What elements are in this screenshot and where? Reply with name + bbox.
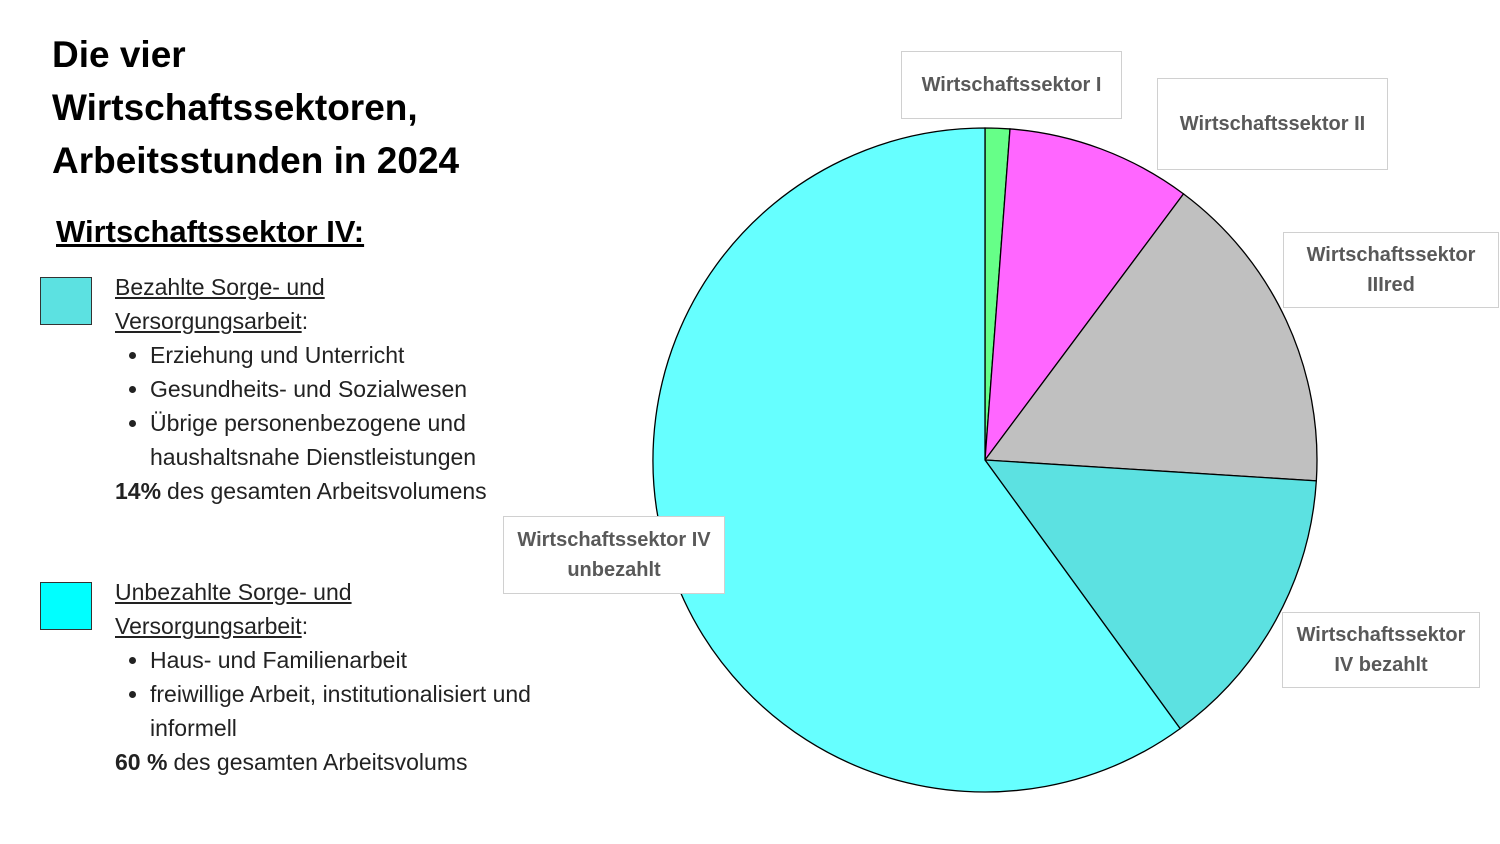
- share-text: des gesamten Arbeitsvolums: [173, 749, 468, 775]
- slice-label: Wirtschaftssektor II: [1157, 78, 1388, 170]
- chart-title: Die vier Wirtschaftssektoren, Arbeitsstu…: [52, 34, 460, 181]
- list-item: Erziehung und Unterricht: [150, 338, 550, 372]
- share-text: des gesamten Arbeitsvolumens: [167, 478, 487, 504]
- slice-label: Wirtschaftssektor IV unbezahlt: [503, 516, 725, 594]
- legend-title-suffix: :: [301, 613, 309, 639]
- legend-title: Unbezahlte Sorge- und Versorgungsarbeit:: [115, 575, 415, 643]
- slice-label: Wirtschaftssektor IIIred: [1283, 232, 1499, 308]
- item-list: Haus- und Familienarbeitfreiwillige Arbe…: [115, 643, 550, 745]
- legend-group: Bezahlte Sorge- und Versorgungsarbeit:Er…: [40, 270, 560, 508]
- list-item: Haus- und Familienarbeit: [150, 643, 550, 677]
- legend-swatch: [40, 582, 92, 630]
- legend-title: Bezahlte Sorge- und Versorgungsarbeit:: [115, 270, 415, 338]
- pie-slice: [984, 128, 1185, 463]
- list-item: Gesundheits- und Sozialwesen: [150, 372, 550, 406]
- pie-slice: [983, 459, 1318, 730]
- slice-label: Wirtschaftssektor IV bezahlt: [1282, 612, 1480, 688]
- legend-title-suffix: :: [301, 308, 309, 334]
- list-item: Übrige personenbezogene und haushaltsnah…: [150, 406, 550, 474]
- legend-title-text: Unbezahlte Sorge- und Versorgungsarbeit: [115, 579, 352, 639]
- legend-title-text: Bezahlte Sorge- und Versorgungsarbeit: [115, 274, 325, 334]
- share-line: 60 % des gesamten Arbeitsvolums: [115, 745, 560, 779]
- pie-slice: [983, 192, 1318, 482]
- item-list: Erziehung und UnterrichtGesundheits- und…: [115, 338, 550, 474]
- legend-swatch: [40, 277, 92, 325]
- panel-heading: Wirtschaftssektor IV:: [56, 214, 365, 249]
- share-value: 14%: [115, 478, 162, 504]
- slice-label: Wirtschaftssektor I: [901, 51, 1122, 119]
- share-line: 14% des gesamten Arbeitsvolumens: [115, 474, 560, 508]
- share-value: 60 %: [115, 749, 168, 775]
- legend-group: Unbezahlte Sorge- und Versorgungsarbeit:…: [40, 575, 560, 779]
- list-item: freiwillige Arbeit, institutionalisiert …: [150, 677, 550, 745]
